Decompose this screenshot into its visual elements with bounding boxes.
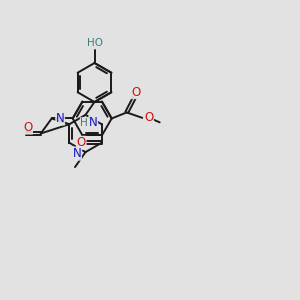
Text: O: O bbox=[144, 111, 154, 124]
Text: N: N bbox=[56, 112, 64, 125]
Text: H: H bbox=[80, 118, 88, 128]
Text: N: N bbox=[73, 147, 82, 160]
Text: O: O bbox=[23, 121, 32, 134]
Text: N: N bbox=[89, 116, 98, 129]
Text: O: O bbox=[76, 136, 86, 149]
Text: O: O bbox=[131, 85, 140, 99]
Text: HO: HO bbox=[86, 38, 103, 49]
